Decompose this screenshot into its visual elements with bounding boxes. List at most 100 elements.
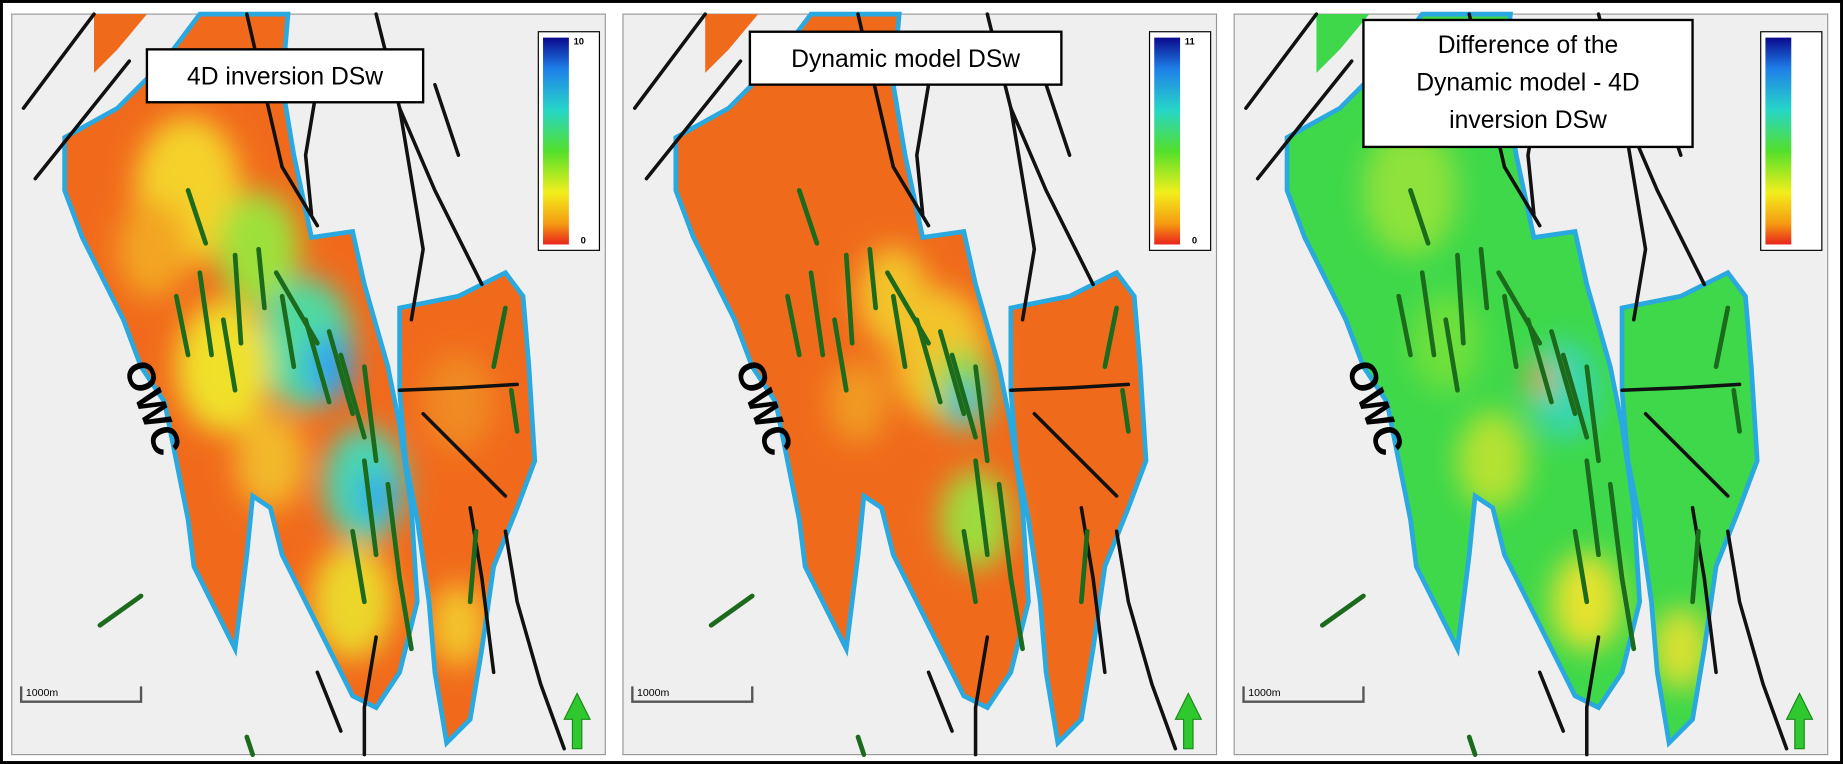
title-box (145, 48, 425, 104)
fault-line (1255, 59, 1354, 181)
well-path (843, 252, 855, 346)
colorbar-min-label: 0 (1192, 234, 1197, 245)
well-path (708, 593, 755, 628)
fault-line (1244, 12, 1319, 110)
property-blob (940, 470, 1011, 569)
well-path (1584, 364, 1601, 464)
well-path (1549, 329, 1578, 417)
fault-line (1620, 106, 1648, 322)
well-path (362, 364, 379, 464)
scale-bar (19, 686, 143, 703)
fault-line (362, 635, 378, 757)
well-path (1525, 317, 1554, 405)
fault-line (503, 529, 566, 751)
fault-line (397, 382, 519, 392)
well-path (232, 252, 244, 346)
well-path (1607, 481, 1625, 581)
fault-line (1585, 635, 1601, 757)
well-path (1478, 246, 1490, 311)
well-path (961, 528, 978, 605)
property-blob (235, 411, 306, 511)
colorbar (543, 37, 569, 245)
panel-title: Difference of the (1438, 32, 1619, 59)
fault-line (1032, 411, 1119, 498)
fault-line (433, 82, 461, 157)
well-path (973, 458, 990, 558)
well-path (937, 329, 967, 417)
property-blob (1457, 411, 1528, 511)
scale-label: 1000m (26, 687, 58, 699)
well-path (491, 305, 508, 370)
fault-line (1537, 670, 1566, 733)
well-path (338, 352, 367, 440)
well-path (1466, 734, 1478, 757)
fault-line (21, 12, 96, 110)
property-blob (117, 199, 189, 299)
north-arrow (1174, 692, 1203, 750)
property-blob (176, 300, 271, 433)
fault-line (33, 59, 132, 181)
fault-line (973, 635, 990, 757)
fault-line (397, 106, 425, 322)
well-path (1690, 528, 1701, 605)
fault-line (303, 82, 320, 216)
colorbar (1765, 37, 1792, 245)
well-path (808, 270, 826, 358)
well-path (1584, 458, 1601, 558)
well-path (996, 481, 1014, 581)
colorbar-min-label: 0 (581, 234, 586, 245)
well-path (220, 317, 238, 393)
well-path (785, 293, 802, 358)
fault-line (632, 12, 707, 110)
well-path (1502, 293, 1519, 370)
scale-bar (631, 686, 754, 703)
well-path (890, 293, 908, 370)
fault-line (926, 670, 954, 733)
well-path (326, 329, 355, 417)
well-path (914, 317, 943, 405)
well-path (1419, 270, 1437, 358)
well-path (467, 528, 479, 605)
property-blob (305, 333, 353, 400)
well-path (949, 352, 978, 440)
panel-title: Dynamic model DSw (791, 46, 1020, 73)
panel-title: Dynamic model - 4D (1416, 70, 1639, 97)
property-blob (1410, 293, 1481, 393)
title-box (1362, 18, 1694, 149)
title-box (748, 30, 1063, 86)
well-path (832, 317, 849, 393)
fault-line (1009, 106, 1037, 322)
well-path (173, 293, 191, 358)
well-path (350, 528, 367, 605)
well-path (1731, 387, 1742, 434)
property-blob (1651, 607, 1711, 690)
well-path (1572, 528, 1590, 605)
north-arrow (1785, 692, 1814, 750)
well-path (1396, 293, 1413, 358)
well-path (97, 593, 144, 628)
well-path (1713, 305, 1731, 370)
fault-line (421, 411, 508, 498)
well-path (867, 246, 879, 311)
colorbar-max-label: 10 (574, 36, 584, 47)
fault-line (1044, 82, 1072, 157)
well-path (197, 270, 214, 358)
well-path (1102, 305, 1119, 370)
well-path (973, 364, 990, 464)
property-blob (311, 544, 394, 660)
top-sliver (705, 14, 759, 73)
well-path (256, 246, 267, 311)
well-path (855, 734, 867, 757)
fault-line (315, 670, 343, 733)
well-path (244, 734, 256, 757)
well-path (1120, 387, 1131, 434)
fault-line (1726, 529, 1789, 751)
map-panel: Difference of the Dynamic model - 4D inver… (1233, 12, 1829, 757)
well-path (279, 293, 297, 370)
top-sliver (1316, 14, 1370, 73)
well-path (1455, 252, 1466, 346)
